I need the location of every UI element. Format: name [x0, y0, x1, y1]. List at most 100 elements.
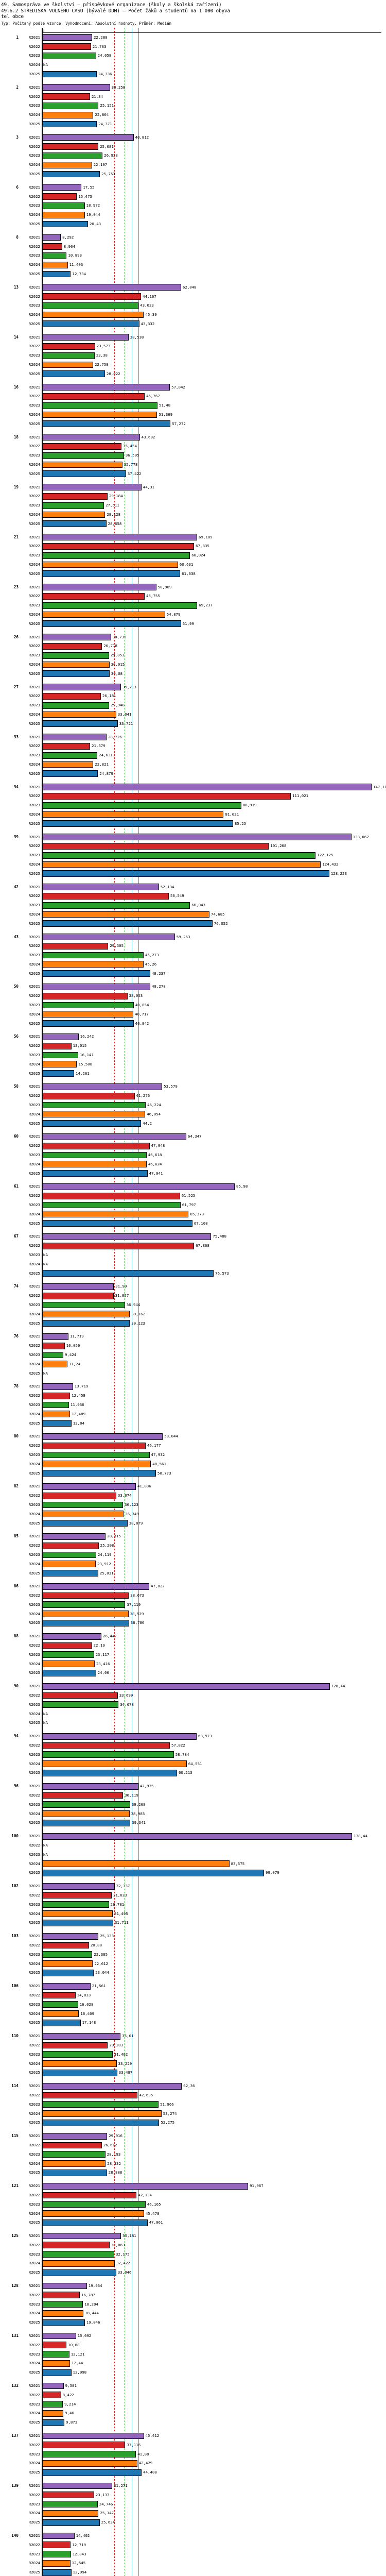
group-gap [0, 479, 386, 483]
group-number: 121 [11, 2183, 19, 2189]
bar-row: R2023 10,893 [0, 251, 386, 260]
bar-row: R2023 46,224 [0, 1100, 386, 1110]
bar-value-label: 11,719 [69, 1334, 84, 1339]
bar-row: R2025 24,371 [0, 120, 386, 129]
bar-value-label: 147,117 [373, 784, 386, 789]
series-label-r2024: R2024 [28, 112, 40, 117]
bar-group: 80 R2021 53,844 R2022 46,177 R2023 47,932 R2024… [0, 1432, 386, 1482]
bar-r2021 [42, 1783, 138, 1790]
series-label-r2025: R2025 [28, 2020, 40, 2025]
group-gap [0, 679, 386, 683]
bar-r2025 [42, 1470, 156, 1477]
group-number: 110 [11, 2033, 19, 2039]
group-gap [0, 1228, 386, 1232]
bar-r2022 [42, 992, 128, 999]
bar-group: 86 R2021 47,822 R2022 38,673 R2023 37,119 R2024… [0, 1582, 386, 1632]
bar-value-label: 31,495 [114, 1911, 128, 1916]
group-number: 26 [13, 634, 19, 639]
bar-value-label: 8,904 [63, 244, 75, 249]
series-label-r2024: R2024 [28, 162, 40, 167]
series-label-r2025: R2025 [28, 521, 40, 526]
series-label-r2021: R2021 [28, 2233, 40, 2239]
series-label-r2023: R2023 [28, 1752, 40, 1757]
bar-value-label: 36,119 [125, 1793, 138, 1798]
bar-value-label: 23,38 [96, 353, 108, 358]
bar-value-label: 42,429 [138, 2461, 153, 2466]
bar-value-label: 60,631 [179, 562, 194, 567]
series-label-r2025: R2025 [28, 671, 40, 676]
group-gap [0, 2477, 386, 2481]
bar-row: R2021 44,31 [0, 483, 386, 492]
bar-r2023 [42, 702, 110, 709]
series-label-r2022: R2022 [28, 1093, 40, 1098]
group-gap [0, 229, 386, 233]
bar-row: R2024 9,46 [0, 2409, 386, 2418]
bar-value-label: 12,719 [72, 2542, 86, 2547]
series-label-r2022: R2022 [28, 843, 40, 849]
series-label-r2023: R2023 [28, 703, 40, 708]
bar-row: R2021 30,258 [0, 83, 386, 92]
bar-r2022 [42, 892, 169, 900]
bar-row: R2022 22,19 [0, 1641, 386, 1650]
series-label-r2021: R2021 [28, 584, 40, 589]
series-label-r2024: R2024 [28, 861, 40, 867]
bar-value-label: 25,147 [100, 2511, 114, 2516]
zero-axis-line [42, 27, 43, 2576]
bar-value-label: 36,349 [125, 1511, 139, 1516]
group-number: 140 [11, 2533, 19, 2538]
bar-r2022 [42, 1892, 112, 1899]
bar-row: R2021 31,99 [0, 1282, 386, 1291]
series-label-r2022: R2022 [28, 1693, 40, 1698]
series-label-r2025: R2025 [28, 2320, 40, 2325]
axis-zero-label: 0 [42, 27, 45, 32]
group-number: 8 [16, 234, 19, 240]
series-label-r2024: R2024 [28, 2311, 40, 2316]
reference-line-median-R2021 [138, 27, 139, 2576]
bar-value-label: 14,261 [76, 1071, 90, 1076]
series-label-r2021: R2021 [28, 2033, 40, 2039]
bar-row: R2024 65,373 [0, 1210, 386, 1219]
bar-value-label: 46,624 [148, 1161, 162, 1166]
bar-r2025 [42, 1570, 98, 1577]
group-gap [0, 129, 386, 133]
bar-row: R2022 38,053 [0, 991, 386, 1001]
series-label-r2021: R2021 [28, 2133, 40, 2139]
bar-value-label: 41,88 [137, 2451, 149, 2456]
series-label-r2025: R2025 [28, 1970, 40, 1975]
bar-value-label: 36,123 [125, 1502, 138, 1507]
bar-value-label: 16,409 [80, 2011, 95, 2016]
bar-value-label: 53,274 [163, 2111, 177, 2116]
bar-r2021 [42, 2432, 144, 2439]
bar-r2021 [42, 2282, 87, 2290]
bar-row: R2025 67,108 [0, 1219, 386, 1228]
bar-value-label: 20,88 [90, 1942, 102, 1947]
bar-row: R2024 22,758 [0, 360, 386, 369]
bar-value-label: 35,181 [122, 2233, 136, 2239]
bar-row: R2025 NA [0, 1718, 386, 1727]
bar-row: R2024 64,551 [0, 1759, 386, 1769]
bar-row: R2021 91,967 [0, 2181, 386, 2191]
group-number: 74 [13, 1284, 19, 1289]
series-label-r2021: R2021 [28, 1484, 40, 1489]
bar-r2023 [42, 402, 157, 409]
bar-row: R2021 28,315 [0, 1532, 386, 1541]
bar-r2023 [42, 2201, 146, 2208]
bar-value-label: 16,242 [80, 1034, 94, 1039]
group-gap [0, 1927, 386, 1931]
series-label-r2022: R2022 [28, 44, 40, 49]
bar-value-label: 51,48 [159, 403, 171, 408]
bar-row: R2021 68,973 [0, 1732, 386, 1741]
bar-row: R2021 53,579 [0, 1082, 386, 1091]
series-label-r2024: R2024 [28, 1561, 40, 1566]
series-label-r2023: R2023 [28, 1802, 40, 1807]
bar-row: R2021 59,253 [0, 933, 386, 942]
bar-value-label: 39,268 [131, 1802, 146, 1807]
bar-row: R2024 22,864 [0, 110, 386, 120]
series-label-r2024: R2024 [28, 2361, 40, 2366]
bar-value-label: 25,208 [100, 1543, 114, 1548]
series-label-r2023: R2023 [28, 1252, 40, 1257]
bar-row: R2023 29,948 [0, 701, 386, 710]
series-label-r2023: R2023 [28, 203, 40, 208]
bar-r2022 [42, 2192, 137, 2199]
bar-r2025 [42, 1870, 265, 1876]
